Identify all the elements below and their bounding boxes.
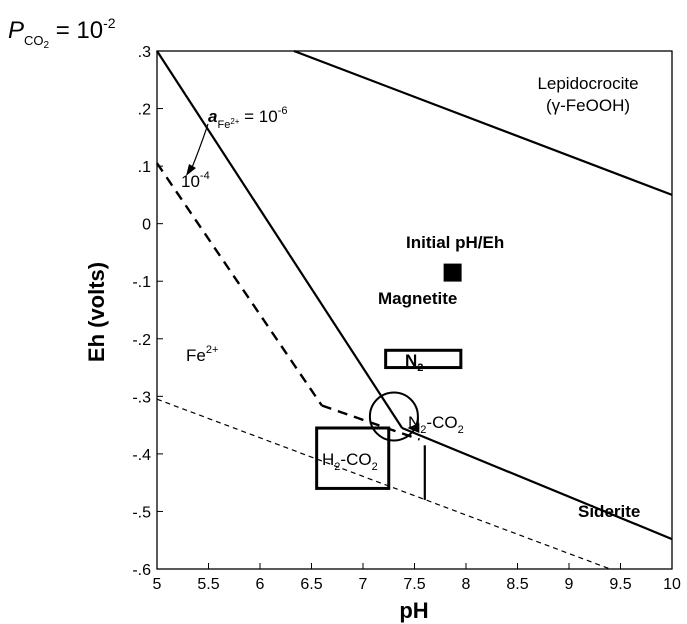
x-tick-label: 7 bbox=[359, 576, 368, 593]
x-tick-group: 5 5.5 6 6.5 7 7.5 8 8.5 9 9.5 10 bbox=[153, 563, 681, 593]
h2co2-co-sub: 2 bbox=[372, 461, 378, 473]
h2co2-box-label: H2-CO2 bbox=[322, 450, 378, 473]
pco2-p: P bbox=[8, 17, 24, 44]
magnetite-label: Magnetite bbox=[378, 289, 457, 308]
y-tick-group: .3 .2 .1 0 -.1 -.2 -.3 -.4 -.5 -.6 bbox=[132, 44, 163, 579]
y-tick-label: -.1 bbox=[132, 274, 151, 291]
y-axis-title: Eh (volts) bbox=[84, 262, 109, 362]
n2co2-n-sub: 2 bbox=[420, 424, 426, 436]
activity-eq: = 10 bbox=[239, 107, 277, 126]
n2co2-pointer bbox=[407, 422, 420, 433]
initial-marker bbox=[443, 263, 462, 282]
fe2-sup: 2+ bbox=[206, 344, 219, 356]
activity-exp: -6 bbox=[278, 105, 288, 117]
n2co2-circle bbox=[368, 391, 419, 442]
lepidocrocite-formula: (γ-FeOOH) bbox=[546, 96, 630, 115]
activity-1e4-base: 10 bbox=[181, 172, 200, 191]
y-tick-label: 0 bbox=[142, 217, 151, 234]
x-tick-label: 8.5 bbox=[506, 576, 528, 593]
pco2-header: PCO2 = 10-2 bbox=[8, 15, 116, 51]
activity-1e6-label: aFe2+ = 10-6 bbox=[208, 105, 288, 131]
y-tick-label: .3 bbox=[138, 44, 151, 61]
x-tick-label: 5 bbox=[153, 576, 162, 593]
x-tick-label: 7.5 bbox=[403, 576, 425, 593]
h2co2-box bbox=[315, 426, 391, 490]
y-tick-label: .2 bbox=[138, 102, 151, 119]
y-tick-label: -.2 bbox=[132, 332, 151, 349]
x-tick-label: 8 bbox=[462, 576, 471, 593]
fe2-label: Fe2+ bbox=[186, 344, 218, 365]
boundary-fe2-magnetite-1e-4 bbox=[156, 162, 323, 407]
x-tick-label: 5.5 bbox=[197, 576, 219, 593]
plot-frame bbox=[156, 50, 673, 570]
h2co2-co: -CO bbox=[340, 450, 371, 469]
pco2-sub: CO bbox=[24, 33, 44, 48]
y-tick-label: -.5 bbox=[132, 504, 151, 521]
n2-base: N bbox=[405, 351, 417, 370]
n2-sub: 2 bbox=[417, 362, 423, 374]
x-tick-label: 10 bbox=[663, 576, 681, 593]
activity-arrow bbox=[190, 123, 209, 171]
activity-sub: Fe bbox=[217, 119, 230, 131]
y-tick-label: -.6 bbox=[132, 562, 151, 579]
pco2-sub2: 2 bbox=[44, 40, 50, 51]
fe2-base: Fe bbox=[186, 346, 206, 365]
x-tick-label: 6 bbox=[256, 576, 265, 593]
lepidocrocite-label: Lepidocrocite bbox=[537, 74, 638, 93]
n2-box bbox=[384, 348, 463, 370]
x-axis-title: pH bbox=[399, 598, 428, 623]
x-tick-label: 9.5 bbox=[609, 576, 631, 593]
x-tick-label: 9 bbox=[565, 576, 574, 593]
n2co2-n: N bbox=[408, 413, 420, 432]
pco2-eq: = 10 bbox=[49, 17, 103, 44]
pco2-exp: -2 bbox=[103, 15, 116, 31]
n2-box-label: N2 bbox=[405, 351, 423, 374]
activity-sub-sup: 2+ bbox=[230, 117, 239, 126]
h2co2-h: H bbox=[322, 450, 334, 469]
boundary-fe2-magnetite-1e-6 bbox=[156, 50, 404, 429]
n2co2-circle-label: N2-CO2 bbox=[408, 413, 464, 436]
boundary-lines bbox=[156, 49, 673, 570]
y-tick-label: -.3 bbox=[132, 389, 151, 406]
y-tick-label: -.4 bbox=[132, 447, 151, 464]
y-tick-label: .1 bbox=[138, 159, 151, 176]
h2co2-h-sub: 2 bbox=[334, 461, 340, 473]
n2co2-co: -CO bbox=[426, 413, 457, 432]
activity-1e4-exp: -4 bbox=[200, 170, 210, 182]
boundary-water-lower-limit bbox=[156, 398, 611, 570]
n2co2-co-sub: 2 bbox=[458, 424, 464, 436]
activity-arrowhead bbox=[186, 164, 196, 176]
boundary-lepidocrocite-magnetite bbox=[293, 49, 673, 196]
x-tick-label: 6.5 bbox=[300, 576, 322, 593]
siderite-label: Siderite bbox=[578, 502, 640, 521]
experiment-markers bbox=[315, 263, 463, 490]
activity-1e4-label: 10-4 bbox=[181, 170, 210, 191]
boundary-magnetite-siderite bbox=[401, 426, 673, 541]
activity-a: a bbox=[208, 107, 217, 126]
initial-label: Initial pH/Eh bbox=[406, 233, 504, 252]
